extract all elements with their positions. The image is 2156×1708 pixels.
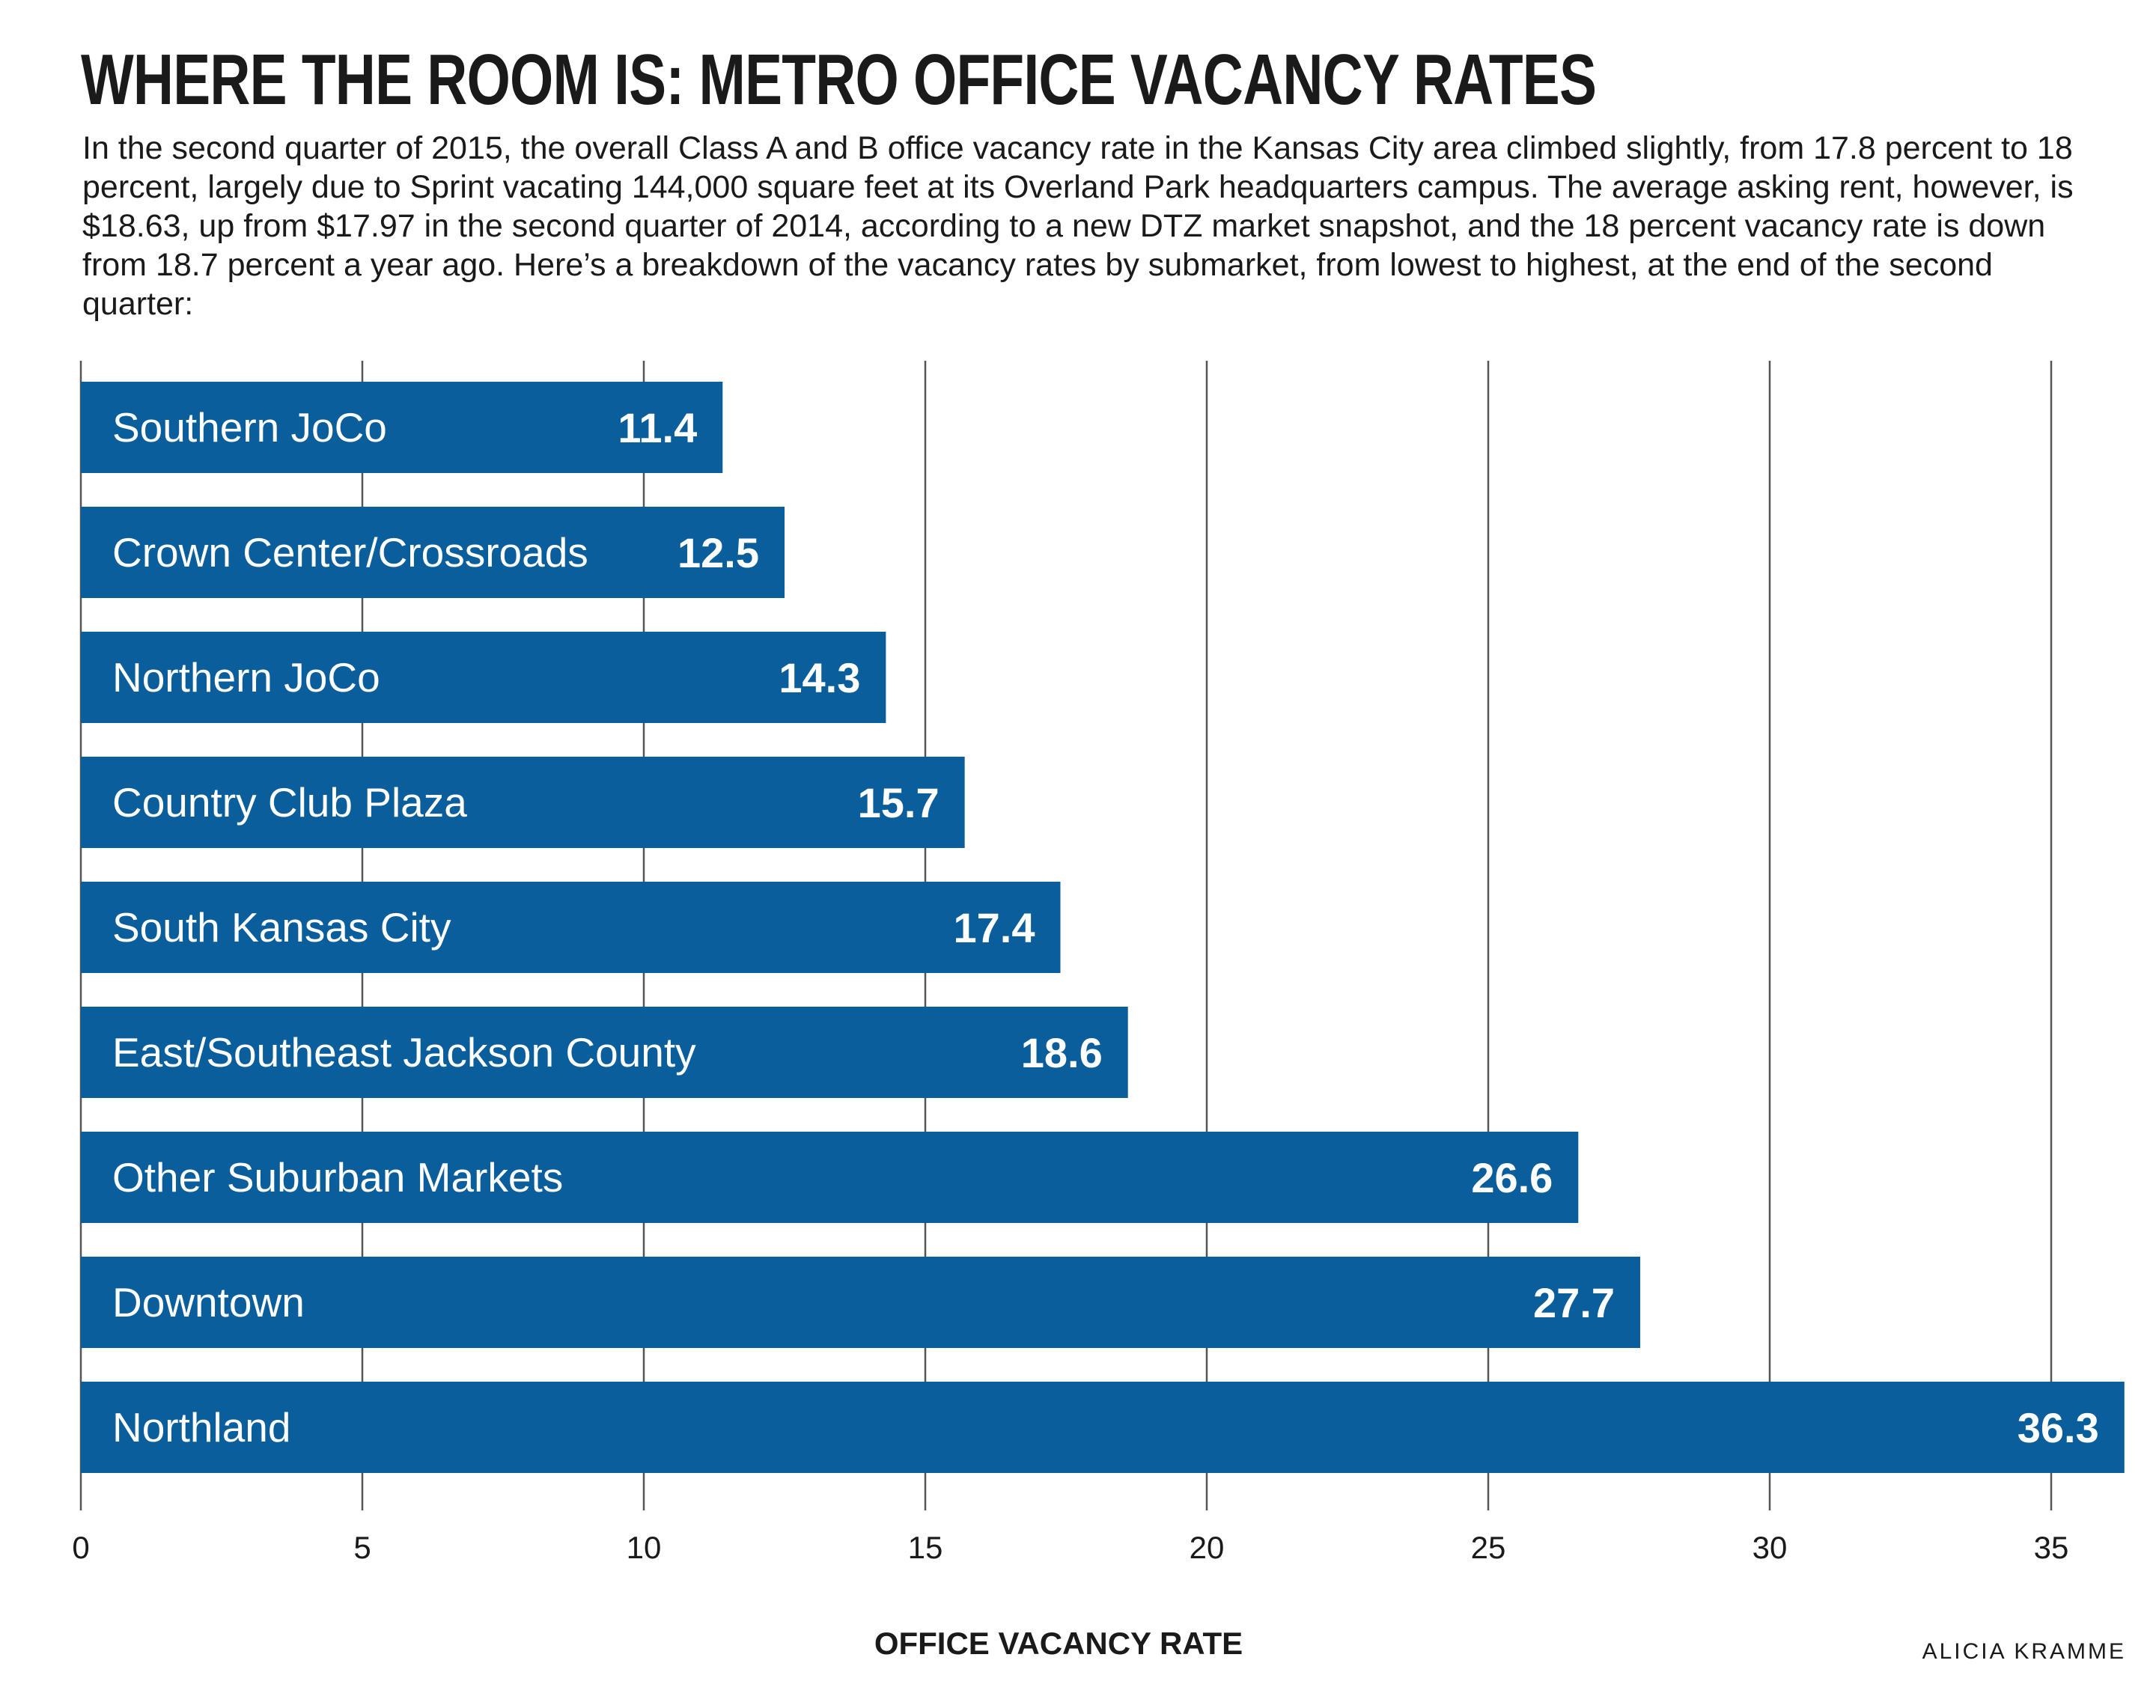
- bar: [81, 632, 886, 723]
- bar-value-label: 26.6: [1471, 1154, 1553, 1201]
- bar-category-label: South Kansas City: [112, 904, 451, 951]
- bar-value-label: 18.6: [1021, 1029, 1103, 1076]
- x-tick-label: 30: [1752, 1530, 1788, 1565]
- chart-title: WHERE THE ROOM IS: METRO OFFICE VACANCY …: [81, 40, 1597, 120]
- chart-subtitle: In the second quarter of 2015, the overa…: [82, 130, 2074, 322]
- x-tick-label: 35: [2034, 1530, 2069, 1565]
- bar: [81, 757, 965, 848]
- bar-category-label: Northern JoCo: [112, 654, 380, 701]
- x-tick-label: 0: [72, 1530, 89, 1565]
- bar-value-label: 36.3: [2018, 1404, 2099, 1451]
- bar: [81, 1257, 1641, 1348]
- bar: [81, 882, 1061, 973]
- bar: [81, 1132, 1579, 1223]
- bar: [81, 1382, 2125, 1473]
- bar-category-label: Downtown: [112, 1279, 305, 1326]
- bar-value-label: 12.5: [677, 529, 759, 576]
- x-tick-label: 20: [1190, 1530, 1225, 1565]
- x-tick-label: 25: [1471, 1530, 1506, 1565]
- bar-category-label: Crown Center/Crossroads: [112, 529, 588, 576]
- bars: Southern JoCo 11.4 Crown Center/Crossroads…: [81, 382, 2125, 1473]
- bar-category-label: East/Southeast Jackson County: [112, 1029, 696, 1076]
- bar-category-label: Northland: [112, 1404, 290, 1451]
- bar-value-label: 27.7: [1533, 1279, 1615, 1326]
- bar-category-label: Other Suburban Markets: [112, 1154, 563, 1201]
- bar-value-label: 15.7: [858, 779, 940, 826]
- x-axis-ticks: 0 5 10 15 20 25 30 35: [72, 1530, 2068, 1565]
- bar-value-label: 14.3: [779, 654, 860, 701]
- bar-category-label: Southern JoCo: [112, 404, 387, 451]
- bar-value-label: 17.4: [953, 904, 1035, 951]
- x-tick-label: 15: [908, 1530, 943, 1565]
- bar-value-label: 11.4: [618, 404, 697, 451]
- bar: [81, 1007, 1128, 1098]
- credit-line: ALICIA KRAMME: [1922, 1639, 2126, 1664]
- bar: [81, 382, 723, 473]
- x-axis-label: OFFICE VACANCY RATE: [874, 1626, 1243, 1661]
- bar-category-label: Country Club Plaza: [112, 779, 467, 826]
- bar: [81, 507, 785, 598]
- x-tick-label: 5: [353, 1530, 371, 1565]
- x-tick-label: 10: [627, 1530, 662, 1565]
